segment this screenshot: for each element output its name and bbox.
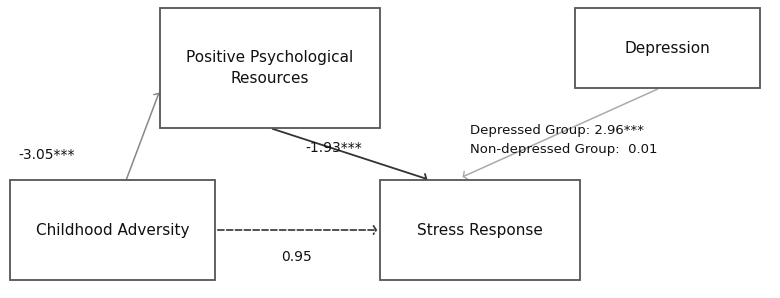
- Bar: [380, 180, 580, 280]
- Text: 0.95: 0.95: [282, 250, 312, 264]
- Text: -3.05***: -3.05***: [18, 148, 75, 162]
- Bar: [10, 180, 215, 280]
- Bar: [160, 8, 380, 128]
- Text: Stress Response: Stress Response: [417, 223, 543, 238]
- Text: Positive Psychological
Resources: Positive Psychological Resources: [186, 50, 353, 86]
- Text: Depressed Group: 2.96***
Non-depressed Group:  0.01: Depressed Group: 2.96*** Non-depressed G…: [470, 124, 658, 156]
- Text: Childhood Adversity: Childhood Adversity: [36, 223, 190, 238]
- Bar: [575, 8, 760, 88]
- Text: -1.93***: -1.93***: [305, 141, 362, 155]
- Text: Depression: Depression: [625, 41, 711, 55]
